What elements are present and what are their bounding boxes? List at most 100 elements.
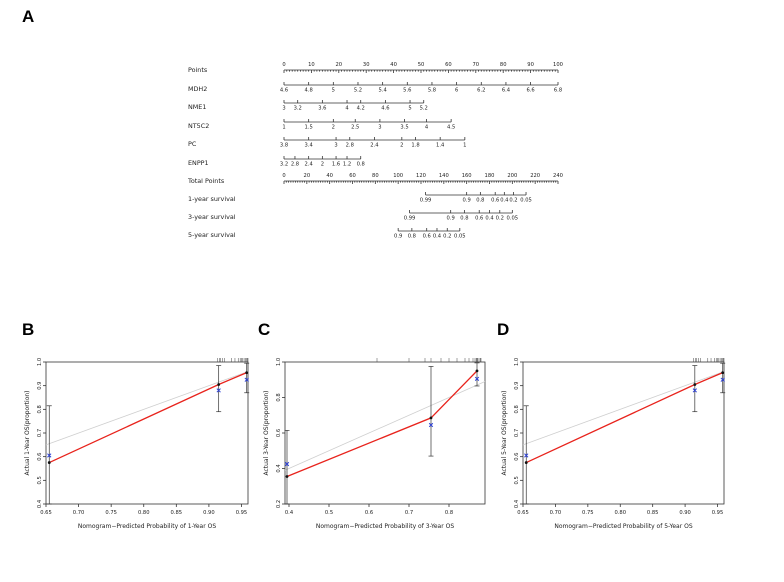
nomogram-tick-label: 0.05 bbox=[507, 216, 519, 222]
nomogram-tick-label: 180 bbox=[485, 173, 495, 179]
bias-corrected-marker bbox=[244, 377, 249, 382]
nomogram-tick-label: 0.05 bbox=[454, 234, 466, 240]
calibration-point bbox=[524, 461, 528, 464]
nomogram-tick-label: 3.6 bbox=[318, 106, 326, 112]
nomogram-tick-label: 140 bbox=[439, 173, 449, 179]
calibration-plot-b: 0.65 0.70 0.75 0.80 0.85 0.90 0.95 0.4 0.5 0.6 0.7… bbox=[24, 358, 250, 530]
nomogram-tick-label: 1.8 bbox=[411, 143, 419, 149]
y-tick-label: 1.0 bbox=[37, 358, 43, 366]
bias-corrected-marker bbox=[284, 461, 290, 467]
nomogram-tick-label: 70 bbox=[472, 62, 479, 68]
bias-corrected-marker bbox=[216, 388, 221, 393]
y-tick-label: 0.7 bbox=[37, 429, 43, 437]
nomogram-tick-label: 2.4 bbox=[305, 162, 314, 168]
nomogram-tick-label: 80 bbox=[372, 173, 379, 179]
calibration-curve bbox=[286, 370, 478, 478]
nomogram-tick-label: 5.8 bbox=[428, 88, 436, 94]
x-tick-label: 0.65 bbox=[40, 510, 52, 516]
nomogram-tick-label: 0.6 bbox=[491, 198, 499, 204]
y-tick-label: 0.9 bbox=[514, 382, 520, 390]
calibration-point bbox=[285, 475, 289, 478]
calibration-point bbox=[217, 383, 221, 386]
y-tick-label: 0.2 bbox=[276, 500, 282, 508]
panel-letter-d: D bbox=[497, 320, 509, 339]
nomogram-tick-label: 50 bbox=[418, 62, 425, 68]
x-tick-label: 0.8 bbox=[445, 510, 453, 516]
x-tick-label: 0.95 bbox=[236, 510, 248, 516]
y-tick-label: 0.9 bbox=[37, 382, 43, 390]
nomogram-tick-label: 20 bbox=[304, 173, 311, 179]
nomogram-tick-label: 60 bbox=[349, 173, 356, 179]
nomogram-tick-label: 3 bbox=[378, 125, 381, 131]
x-axis-title: Nomogram−Predicted Probability of 5-Year… bbox=[554, 523, 692, 530]
nomogram-tick-label: 10 bbox=[308, 62, 315, 68]
y-tick-label: 0.6 bbox=[276, 429, 282, 437]
y-tick-label: 1.0 bbox=[514, 358, 520, 366]
y-tick-label: 0.8 bbox=[276, 393, 282, 401]
bias-corrected-marker bbox=[47, 453, 52, 458]
nomogram-tick-label: 1.5 bbox=[305, 125, 313, 131]
nomogram-row-label: MDH2 bbox=[188, 85, 207, 93]
nomogram-tick-label: 0.6 bbox=[423, 234, 431, 240]
nomogram-tick-label: 2.5 bbox=[351, 125, 359, 131]
nomogram-tick-label: 5.6 bbox=[403, 88, 411, 94]
nomogram-tick-label: 40 bbox=[326, 173, 333, 179]
nomogram-tick-label: 4.8 bbox=[305, 88, 313, 94]
y-tick-label: 0.6 bbox=[37, 453, 43, 461]
nomogram-tick-label: 1 bbox=[463, 143, 466, 149]
nomogram-tick-label: 6 bbox=[455, 88, 458, 94]
nomogram-tick-label: 6.6 bbox=[526, 88, 534, 94]
x-tick-label: 0.90 bbox=[203, 510, 215, 516]
nomogram-tick-label: 220 bbox=[530, 173, 540, 179]
nomogram-tick-label: 1.2 bbox=[343, 162, 351, 168]
nomogram-tick-label: 0 bbox=[282, 62, 285, 68]
x-tick-label: 0.7 bbox=[405, 510, 413, 516]
panel-letter-c: C bbox=[258, 320, 270, 339]
calibration-point bbox=[245, 371, 249, 375]
nomogram-tick-label: 0.99 bbox=[404, 216, 416, 222]
x-tick-label: 0.85 bbox=[171, 510, 183, 516]
calibration-plot-c: 0.4 0.5 0.6 0.7 0.80.20.40.60.81.0Nomogram−P… bbox=[263, 358, 486, 530]
y-tick-label: 0.7 bbox=[514, 429, 520, 437]
calibration-point bbox=[47, 461, 51, 464]
x-tick-label: 0.80 bbox=[614, 510, 626, 516]
panel-letter-a: A bbox=[22, 7, 34, 26]
nomogram-tick-label: 4 bbox=[425, 125, 429, 131]
y-tick-label: 0.8 bbox=[37, 405, 43, 413]
y-tick-label: 0.4 bbox=[514, 499, 520, 508]
nomogram-row-label: Total Points bbox=[187, 177, 225, 185]
nomogram-tick-label: 5.4 bbox=[379, 88, 388, 94]
nomogram-tick-label: 0.4 bbox=[500, 198, 509, 204]
nomogram-row-label: Points bbox=[188, 66, 208, 74]
calibration-point bbox=[693, 383, 697, 386]
nomogram-tick-label: 30 bbox=[363, 62, 370, 68]
nomogram-tick-label: 0.8 bbox=[408, 234, 416, 240]
bias-corrected-marker bbox=[692, 388, 697, 393]
y-tick-label: 1.0 bbox=[276, 358, 282, 366]
nomogram-tick-label: 0.8 bbox=[460, 216, 468, 222]
nomogram-tick-label: 3.5 bbox=[400, 125, 408, 131]
panel-letter-b: B bbox=[22, 320, 34, 339]
nomogram-tick-label: 0.2 bbox=[443, 234, 451, 240]
y-axis-title: Actual 3-Year OS(proportion) bbox=[263, 390, 270, 475]
nomogram-tick-label: 4.6 bbox=[280, 88, 288, 94]
x-tick-label: 0.90 bbox=[679, 510, 691, 516]
x-tick-label: 0.6 bbox=[365, 510, 373, 516]
nomogram-tick-label: 0.2 bbox=[509, 198, 517, 204]
nomogram-tick-label: 5.2 bbox=[354, 88, 362, 94]
y-tick-label: 0.6 bbox=[514, 453, 520, 461]
nomogram-row-label: NME1 bbox=[188, 103, 206, 111]
nomogram-tick-label: 3.8 bbox=[280, 143, 288, 149]
nomogram-tick-label: 120 bbox=[416, 173, 426, 179]
nomogram-tick-label: 0.05 bbox=[520, 198, 532, 204]
ideal-reference-line bbox=[284, 381, 486, 471]
nomogram-tick-label: 4.2 bbox=[357, 106, 365, 112]
bias-corrected-marker bbox=[428, 422, 434, 428]
nomogram-tick-label: 40 bbox=[390, 62, 397, 68]
nomogram-tick-label: 0.9 bbox=[447, 216, 455, 222]
nomogram-tick-label: 3 bbox=[334, 143, 337, 149]
x-tick-label: 0.75 bbox=[105, 510, 117, 516]
nomogram-tick-label: 4.6 bbox=[381, 106, 389, 112]
bias-corrected-marker bbox=[474, 376, 480, 382]
